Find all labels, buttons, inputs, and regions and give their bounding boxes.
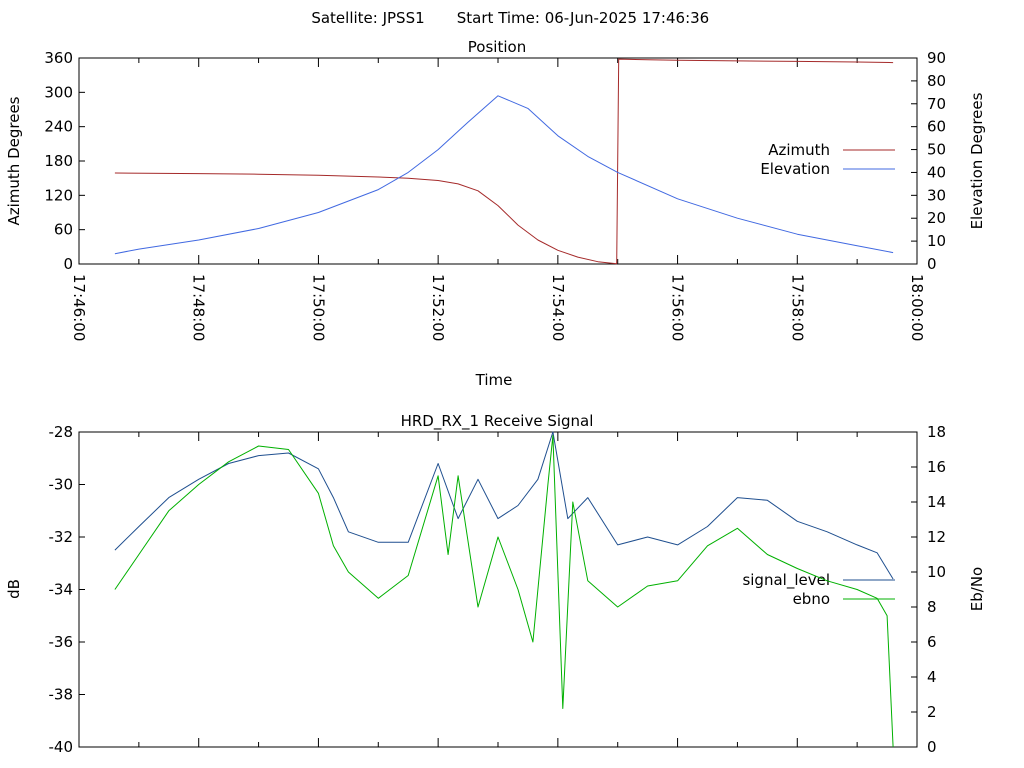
position-y2-tick-label: 30 — [927, 186, 946, 204]
position-y2-tick-label: 40 — [927, 163, 946, 181]
ebno-line — [114, 435, 894, 748]
position-x-tick-label: 17:52:00 — [429, 274, 447, 341]
position-y-tick-label: 0 — [63, 255, 73, 273]
position-y-tick-label: 180 — [44, 152, 73, 170]
position-x-tick-label: 17:48:00 — [190, 274, 208, 341]
receive-signal-chart-title: HRD_RX_1 Receive Signal — [401, 412, 594, 431]
signal-y-tick-label: -28 — [49, 423, 74, 441]
position-y2-axis-label: Elevation Degrees — [968, 92, 986, 229]
position-x-tick-label: 17:50:00 — [309, 274, 327, 341]
position-y-tick-label: 300 — [44, 83, 73, 101]
receive-signal-chart: HRD_RX_1 Receive Signal dB Eb/No -40 -38 -… — [5, 412, 986, 756]
position-y-tick-label: 120 — [44, 186, 73, 204]
signal-y2-tick-label: 18 — [927, 423, 946, 441]
position-y2-tick-label: 20 — [927, 209, 946, 227]
position-y2-tick-label: 10 — [927, 232, 946, 250]
signal-y-tick-label: -36 — [49, 633, 74, 651]
position-y2-tick-label: 60 — [927, 118, 946, 136]
signal-y-tick-label: -38 — [49, 686, 74, 704]
position-x-tick-label: 17:46:00 — [70, 274, 88, 341]
position-y2-tick-label: 0 — [927, 255, 937, 273]
signal-y2-tick-label: 8 — [927, 598, 937, 616]
signal-y2-tick-label: 2 — [927, 703, 937, 721]
signal-y2-tick-label: 4 — [927, 668, 937, 686]
signal-y-axis-label: dB — [5, 579, 23, 599]
start-time-label: Start Time: 06-Jun-2025 17:46:36 — [457, 9, 709, 27]
signal-y2-axis-label: Eb/No — [968, 567, 986, 611]
legend-label-elevation: Elevation — [760, 160, 830, 178]
elevation-line — [114, 95, 894, 255]
position-y-tick-label: 60 — [54, 221, 73, 239]
signal-y2-tick-label: 6 — [927, 633, 937, 651]
signal-plot-frame — [78, 431, 918, 748]
signal-y-tick-label: -32 — [49, 528, 74, 546]
legend-label-ebno: ebno — [793, 590, 830, 608]
position-y2-tick-label: 90 — [927, 49, 946, 67]
position-chart: Position Time Azimuth Degrees Elevation … — [5, 38, 986, 389]
position-chart-title: Position — [468, 38, 526, 56]
position-x-axis-label: Time — [475, 371, 513, 389]
position-y2-tick-label: 50 — [927, 141, 946, 159]
position-x-tick-label: 17:54:00 — [549, 274, 567, 341]
position-x-tick-label: 17:56:00 — [669, 274, 687, 341]
azimuth-line — [114, 58, 894, 265]
signal-y-tick-label: -40 — [49, 738, 74, 756]
satellite-label: Satellite: JPSS1 — [311, 9, 424, 27]
signal-y2-tick-label: 10 — [927, 563, 946, 581]
legend-label-signal-level: signal_level — [742, 571, 830, 590]
signal-level-line — [114, 431, 894, 580]
legend-label-azimuth: Azimuth — [768, 141, 830, 159]
position-y2-tick-label: 70 — [927, 95, 946, 113]
position-x-tick-label: 18:00:00 — [908, 274, 926, 341]
position-y2-tick-label: 80 — [927, 72, 946, 90]
position-y-axis-label: Azimuth Degrees — [5, 96, 23, 225]
signal-y2-tick-label: 14 — [927, 493, 946, 511]
signal-y-tick-label: -34 — [49, 581, 74, 599]
position-y-tick-label: 360 — [44, 49, 73, 67]
position-y-tick-label: 240 — [44, 118, 73, 136]
signal-y2-tick-label: 12 — [927, 528, 946, 546]
signal-y2-tick-label: 0 — [927, 738, 937, 756]
signal-y2-tick-label: 16 — [927, 458, 946, 476]
position-x-tick-label: 17:58:00 — [788, 274, 806, 341]
signal-y-tick-label: -30 — [49, 476, 74, 494]
